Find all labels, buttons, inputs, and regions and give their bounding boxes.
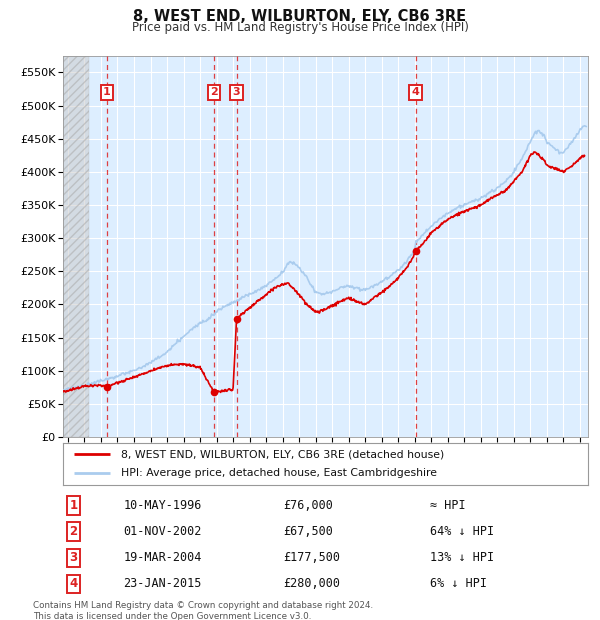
Text: 10-MAY-1996: 10-MAY-1996 [124, 499, 202, 512]
Text: £76,000: £76,000 [284, 499, 334, 512]
Text: 4: 4 [412, 87, 419, 97]
Text: £177,500: £177,500 [284, 551, 341, 564]
Text: 8, WEST END, WILBURTON, ELY, CB6 3RE: 8, WEST END, WILBURTON, ELY, CB6 3RE [133, 9, 467, 24]
Text: 13% ↓ HPI: 13% ↓ HPI [431, 551, 494, 564]
Text: 6% ↓ HPI: 6% ↓ HPI [431, 577, 487, 590]
Text: 01-NOV-2002: 01-NOV-2002 [124, 525, 202, 538]
Text: 3: 3 [233, 87, 241, 97]
Text: 23-JAN-2015: 23-JAN-2015 [124, 577, 202, 590]
Text: 19-MAR-2004: 19-MAR-2004 [124, 551, 202, 564]
Text: Contains HM Land Registry data © Crown copyright and database right 2024.
This d: Contains HM Land Registry data © Crown c… [33, 601, 373, 620]
Text: 1: 1 [70, 499, 77, 512]
Text: 8, WEST END, WILBURTON, ELY, CB6 3RE (detached house): 8, WEST END, WILBURTON, ELY, CB6 3RE (de… [121, 449, 444, 459]
Text: 2: 2 [210, 87, 218, 97]
Text: 1: 1 [103, 87, 111, 97]
Text: £280,000: £280,000 [284, 577, 341, 590]
Text: HPI: Average price, detached house, East Cambridgeshire: HPI: Average price, detached house, East… [121, 469, 437, 479]
Text: 3: 3 [70, 551, 77, 564]
Text: 4: 4 [70, 577, 77, 590]
Text: £67,500: £67,500 [284, 525, 334, 538]
Text: 64% ↓ HPI: 64% ↓ HPI [431, 525, 494, 538]
Text: ≈ HPI: ≈ HPI [431, 499, 466, 512]
Bar [63, 56, 89, 437]
Text: 2: 2 [70, 525, 77, 538]
Text: Price paid vs. HM Land Registry's House Price Index (HPI): Price paid vs. HM Land Registry's House … [131, 21, 469, 34]
